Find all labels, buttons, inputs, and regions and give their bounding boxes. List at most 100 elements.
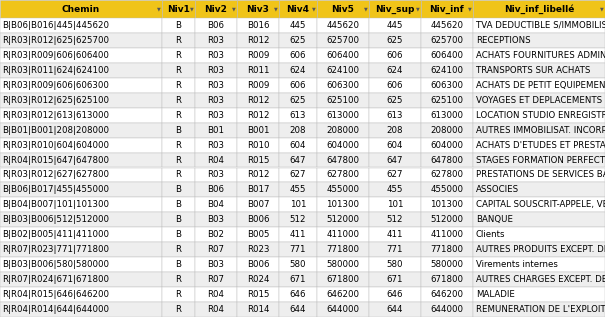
Text: 606: 606 — [290, 81, 306, 90]
Text: 613000: 613000 — [327, 111, 359, 120]
Bar — [237, 302, 279, 317]
Text: 647: 647 — [290, 156, 306, 165]
Bar — [279, 287, 317, 302]
Bar — [369, 227, 421, 242]
Text: B|B03|B006|580|580000: B|B03|B006|580|580000 — [2, 260, 110, 269]
Bar — [369, 0, 421, 18]
Bar — [317, 123, 369, 138]
Text: R04: R04 — [208, 156, 224, 165]
Text: Chemin: Chemin — [62, 4, 100, 14]
Bar — [195, 212, 237, 227]
Text: 455000: 455000 — [431, 185, 463, 194]
Bar — [473, 18, 605, 33]
Bar — [237, 48, 279, 63]
Bar — [473, 257, 605, 272]
Bar — [369, 183, 421, 197]
Bar — [0, 257, 162, 272]
Bar — [473, 167, 605, 183]
Text: R: R — [175, 66, 182, 75]
Text: R015: R015 — [247, 290, 269, 299]
Text: R: R — [175, 275, 182, 284]
Bar — [317, 33, 369, 48]
Text: R: R — [175, 96, 182, 105]
Text: B: B — [175, 21, 182, 30]
Bar — [195, 33, 237, 48]
Bar — [237, 257, 279, 272]
Bar — [162, 272, 195, 287]
Bar — [421, 212, 473, 227]
Text: ▼: ▼ — [312, 7, 315, 11]
Bar — [369, 287, 421, 302]
Text: R|R03|R012|627|627800: R|R03|R012|627|627800 — [2, 171, 110, 179]
Bar — [162, 227, 195, 242]
Bar — [421, 0, 473, 18]
Text: 606: 606 — [387, 81, 404, 90]
Bar — [369, 272, 421, 287]
Bar — [237, 212, 279, 227]
Text: 101: 101 — [290, 200, 306, 209]
Bar — [195, 123, 237, 138]
Text: ACHATS DE PETIT EQUIPEMENT: ACHATS DE PETIT EQUIPEMENT — [476, 81, 605, 90]
Text: 613: 613 — [290, 111, 306, 120]
Bar — [421, 183, 473, 197]
Bar — [421, 33, 473, 48]
Text: R010: R010 — [247, 140, 269, 150]
Text: 606: 606 — [387, 51, 404, 60]
Bar — [473, 287, 605, 302]
Text: B|B03|B006|512|512000: B|B03|B006|512|512000 — [2, 215, 110, 224]
Bar — [473, 152, 605, 167]
Bar — [237, 138, 279, 152]
Bar — [369, 48, 421, 63]
Text: 647: 647 — [387, 156, 404, 165]
Text: B: B — [175, 230, 182, 239]
Bar — [473, 197, 605, 212]
Text: 624100: 624100 — [327, 66, 359, 75]
Bar — [162, 257, 195, 272]
Text: B016: B016 — [247, 21, 269, 30]
Text: 604000: 604000 — [431, 140, 463, 150]
Text: ▼: ▼ — [364, 7, 367, 11]
Text: 627: 627 — [290, 171, 306, 179]
Bar — [279, 123, 317, 138]
Text: 580: 580 — [387, 260, 404, 269]
Bar — [162, 242, 195, 257]
Bar — [237, 227, 279, 242]
Bar — [369, 138, 421, 152]
Bar — [279, 257, 317, 272]
Bar — [369, 78, 421, 93]
Text: B006: B006 — [247, 260, 269, 269]
Text: R|R07|R023|771|771800: R|R07|R023|771|771800 — [2, 245, 110, 254]
Bar — [369, 33, 421, 48]
Bar — [195, 0, 237, 18]
Text: R03: R03 — [208, 81, 224, 90]
Text: 624: 624 — [290, 66, 306, 75]
Text: 625100: 625100 — [431, 96, 463, 105]
Text: Niv1: Niv1 — [167, 4, 190, 14]
Bar — [317, 138, 369, 152]
Text: 411: 411 — [290, 230, 306, 239]
Text: ▼: ▼ — [416, 7, 419, 11]
Text: R: R — [175, 51, 182, 60]
Text: R|R03|R009|606|606400: R|R03|R009|606|606400 — [2, 51, 110, 60]
Text: AUTRES IMMOBILISAT. INCORPORELLES: AUTRES IMMOBILISAT. INCORPORELLES — [476, 126, 605, 135]
Bar — [473, 78, 605, 93]
Bar — [317, 242, 369, 257]
Text: R|R03|R012|613|613000: R|R03|R012|613|613000 — [2, 111, 110, 120]
Bar — [421, 242, 473, 257]
Bar — [237, 33, 279, 48]
Bar — [473, 242, 605, 257]
Text: 606400: 606400 — [327, 51, 359, 60]
Text: 625: 625 — [387, 36, 404, 45]
Text: R014: R014 — [247, 305, 269, 314]
Text: B005: B005 — [247, 230, 269, 239]
Text: AUTRES PRODUITS EXCEPT. DE GESTION: AUTRES PRODUITS EXCEPT. DE GESTION — [476, 245, 605, 254]
Bar — [421, 272, 473, 287]
Text: AUTRES CHARGES EXCEPT. DE GESTION: AUTRES CHARGES EXCEPT. DE GESTION — [476, 275, 605, 284]
Text: R012: R012 — [247, 111, 269, 120]
Bar — [162, 33, 195, 48]
Text: R: R — [175, 171, 182, 179]
Bar — [279, 167, 317, 183]
Bar — [317, 287, 369, 302]
Bar — [369, 108, 421, 123]
Text: ▼: ▼ — [273, 7, 278, 11]
